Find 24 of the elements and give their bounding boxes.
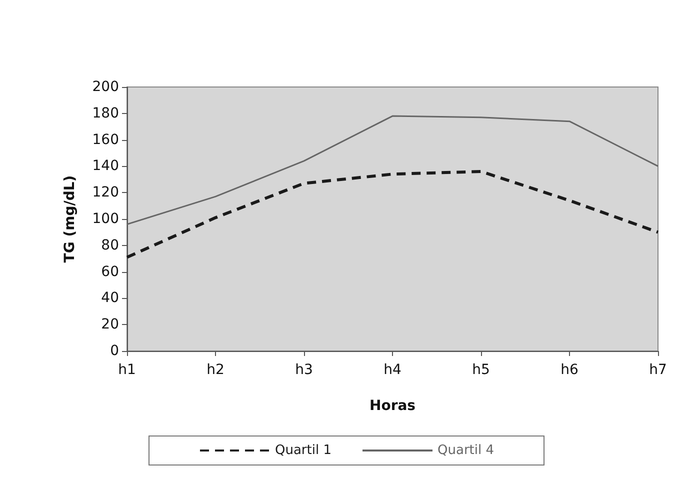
y-tick-label: 60	[101, 264, 119, 280]
x-tick-label: h1	[118, 362, 136, 378]
y-tick-label: 200	[92, 79, 119, 95]
y-tick-label: 100	[92, 211, 119, 227]
y-tick-label: 80	[101, 237, 119, 254]
y-tick-label: 180	[92, 105, 119, 122]
x-tick-label: h5	[472, 362, 490, 378]
y-tick-label: 120	[92, 184, 119, 201]
x-tick-label: h2	[206, 362, 224, 378]
x-tick-label: h7	[649, 362, 667, 378]
y-tick-label: 0	[110, 343, 119, 359]
text: Quartil 1	[274, 443, 332, 458]
y-axis-title: TG (mg/dL)	[62, 175, 78, 263]
y-tick-label: 20	[101, 316, 119, 333]
x-axis-title: Horas	[369, 398, 416, 414]
x-tick-label: h6	[560, 362, 578, 378]
x-tick-label: h3	[295, 362, 313, 378]
line-series	[126, 170, 660, 259]
text: Quartil 4	[438, 443, 494, 458]
y-tick-label: 160	[92, 132, 119, 148]
y-tick-label: 40	[101, 290, 119, 306]
x-tick-label: h4	[384, 362, 402, 378]
y-tick-label: 140	[92, 158, 119, 174]
line-series	[126, 115, 659, 226]
